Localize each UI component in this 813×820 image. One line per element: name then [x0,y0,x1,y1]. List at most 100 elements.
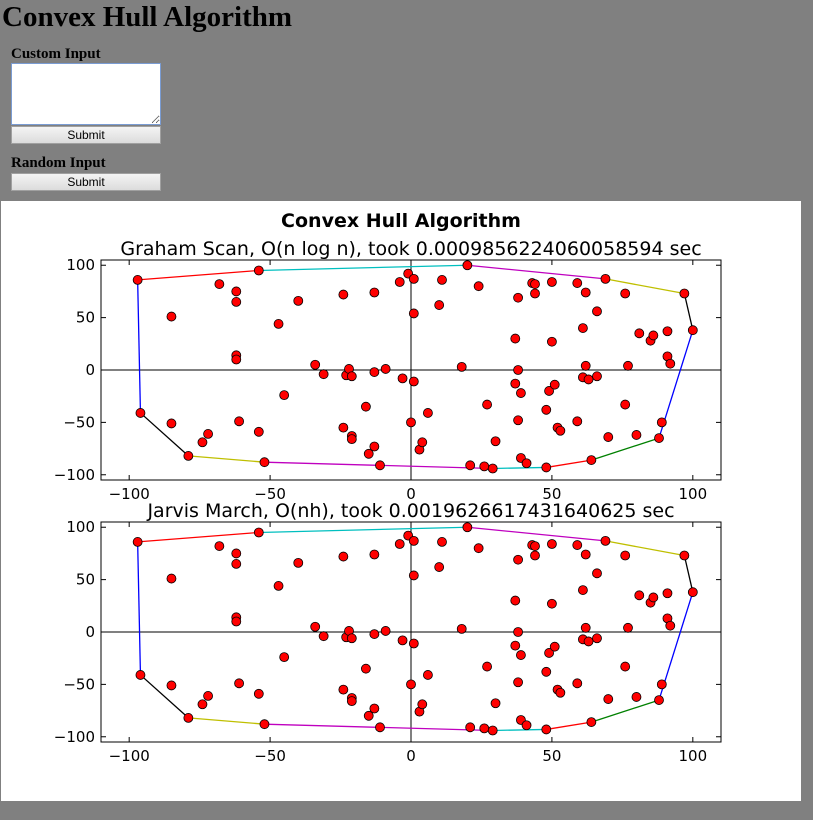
random-submit-button[interactable]: Submit [11,173,161,191]
hull-edge [137,269,259,281]
data-point [338,551,349,562]
data-point [516,388,526,398]
data-point [273,581,284,591]
data-point [408,376,419,387]
x-tick-label: 50 [542,485,561,503]
hull-edge [683,293,694,331]
custom-submit-button[interactable]: Submit [11,126,161,144]
data-point [197,437,208,448]
data-point [197,699,208,710]
data-point [203,691,213,701]
data-point [310,621,321,632]
data-point [346,434,357,445]
data-point [555,425,566,436]
data-point [231,286,242,297]
data-point [346,696,357,707]
data-point [473,281,484,292]
data-point [310,359,321,370]
data-point [318,631,329,642]
data-point [259,457,270,468]
data-point [631,692,642,702]
data-point [541,724,552,735]
data-point [631,430,642,440]
data-point [318,369,329,380]
data-point [437,275,447,285]
data-point [679,288,690,299]
data-point [132,537,143,547]
data-point [380,364,391,374]
custom-input-textarea[interactable] [11,63,161,125]
data-point [620,399,631,410]
subplot-title: Graham Scan, O(n log n), took 0.00098562… [120,238,701,260]
data-point [547,598,557,609]
data-point [513,415,523,426]
chart-figure: Convex Hull Algorithm Graham Scan, O(n l… [1,201,801,801]
data-point [600,535,611,546]
data-point [586,455,597,465]
data-point [380,626,391,636]
data-point [620,288,631,299]
data-point [406,417,416,428]
x-tick-label: −100 [109,485,150,503]
data-point [253,265,264,276]
data-point [397,635,408,646]
data-point [465,722,476,733]
data-point [592,306,602,317]
hull-edge [546,721,592,731]
data-point [549,641,560,652]
data-point [434,562,445,572]
data-point [231,354,242,365]
data-point [417,699,428,710]
data-point [547,539,557,549]
data-point [456,361,467,372]
data-point [592,371,602,382]
y-tick-label: −50 [63,413,95,431]
y-tick-label: 50 [76,571,95,589]
data-point [408,570,419,581]
data-point [521,458,532,469]
data-point [572,416,583,427]
data-point [397,373,408,384]
data-point [338,422,349,433]
data-point [183,713,194,723]
data-point [547,336,557,347]
hull-edge [258,264,468,272]
data-point [510,640,521,651]
data-point [530,279,540,289]
subplot-1: Graham Scan, O(n log n), took 0.00098562… [54,238,722,503]
data-point [214,279,225,289]
hull-edge [605,278,685,295]
data-point [662,326,673,337]
data-point [408,308,419,319]
data-point [369,287,380,298]
data-point [620,550,631,561]
x-tick-label: −100 [109,747,150,765]
data-point [513,627,523,637]
data-point [406,679,416,690]
data-point [516,650,526,660]
data-point [375,460,385,471]
chart-suptitle: Convex Hull Algorithm [281,210,521,232]
data-point [423,670,433,680]
data-point [214,541,225,551]
data-point [479,461,490,472]
data-point [487,463,498,474]
data-point [600,273,611,284]
y-tick-label: 0 [85,361,95,379]
random-input-label: Random Input [11,155,106,171]
data-point [513,554,523,565]
x-tick-label: 0 [406,485,416,503]
data-point [510,333,521,344]
data-point [662,588,673,599]
data-point [234,678,244,689]
x-tick-label: 0 [406,747,416,765]
subplot-title: Jarvis March, O(nh), took 0.001962661743… [146,500,674,522]
data-point [462,522,473,533]
data-point [253,426,264,437]
data-point [279,652,290,663]
data-point [648,330,659,341]
data-point [541,462,552,473]
data-point [578,585,588,595]
hull-edge [683,555,694,593]
data-point [572,678,583,689]
